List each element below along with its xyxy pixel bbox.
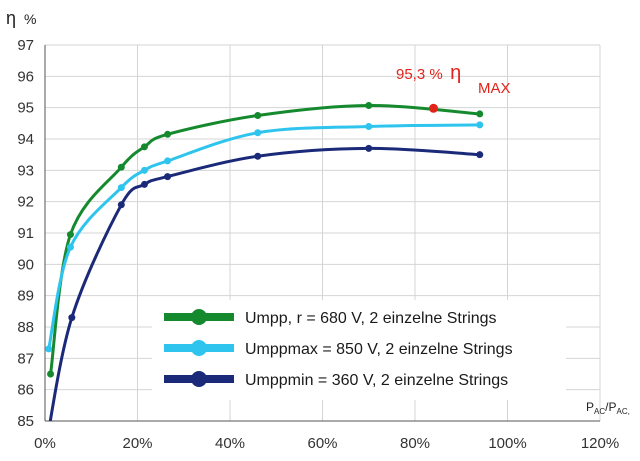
- series-1-point: [365, 101, 373, 109]
- y-axis-symbol: η: [6, 8, 16, 28]
- max-efficiency-point: [429, 103, 438, 113]
- max-annotation-value: 95,3 %: [396, 66, 443, 83]
- x-tick-label: 80%: [400, 435, 430, 452]
- axes: [44, 45, 600, 422]
- series-3-point: [365, 144, 373, 152]
- legend-marker-1: [191, 309, 207, 325]
- series-3-point: [476, 151, 484, 159]
- max-annotation-subscript: MAX: [478, 80, 511, 97]
- series-2-point: [140, 166, 148, 174]
- series-2-point: [254, 129, 262, 137]
- y-tick-label: 96: [17, 68, 34, 85]
- legend-label-1: Umpp, r = 680 V, 2 einzelne Strings: [245, 310, 497, 327]
- series-1-point: [476, 110, 484, 118]
- y-tick-label: 91: [17, 225, 34, 242]
- series-group: [45, 101, 484, 421]
- x-tick-label: 40%: [215, 435, 245, 452]
- series-2-point: [45, 345, 53, 353]
- x-tick-label: 100%: [488, 435, 526, 452]
- x-axis-label-sub2: AC,: [616, 407, 629, 416]
- y-tick-label: 97: [17, 37, 34, 54]
- legend-label-2: Umppmax = 850 V, 2 einzelne Strings: [245, 341, 513, 358]
- y-tick-label: 93: [17, 162, 34, 179]
- y-tick-label: 90: [17, 256, 34, 273]
- x-tick-label: 60%: [307, 435, 337, 452]
- legend: Umpp, r = 680 V, 2 einzelne Strings Umppm…: [152, 300, 566, 400]
- series-3-point: [140, 180, 148, 188]
- series-1-point: [140, 143, 148, 151]
- series-1-point: [47, 370, 55, 378]
- series-2-point: [117, 184, 125, 192]
- legend-label-3: Umppmin = 360 V, 2 einzelne Strings: [245, 372, 508, 389]
- series-1-point: [254, 112, 262, 119]
- y-tick-label: 86: [17, 382, 34, 399]
- series-1-point: [164, 130, 172, 138]
- legend-marker-2: [191, 340, 207, 356]
- series-3-point: [117, 201, 125, 209]
- series-1-point: [66, 231, 74, 239]
- y-tick-label: 88: [17, 319, 34, 336]
- legend-marker-3: [191, 371, 207, 387]
- x-tick-labels: 0% 20% 40% 60% 80% 100% 120%: [34, 435, 619, 452]
- series-2-point: [365, 122, 373, 130]
- x-axis-label-sub1: AC: [594, 407, 605, 416]
- y-tick-label: 87: [17, 350, 34, 367]
- x-tick-label: 120%: [581, 435, 619, 452]
- y-tick-label: 94: [17, 131, 34, 148]
- series-3-point: [68, 314, 76, 322]
- series-3-point: [254, 152, 262, 160]
- x-axis-label-slash: /P: [605, 400, 616, 414]
- y-tick-label: 92: [17, 194, 34, 211]
- series-lines: [45, 101, 484, 421]
- series-2-point: [66, 243, 74, 251]
- y-tick-labels: 85 86 87 88 89 90 91 92 93 94 95 96 97: [17, 37, 34, 430]
- x-tick-label: 20%: [122, 435, 152, 452]
- series-3-point: [164, 173, 172, 181]
- x-axis-label-main: P: [586, 400, 594, 414]
- series-2-point: [476, 121, 484, 129]
- y-axis-unit: %: [24, 11, 36, 27]
- max-annotation: 95,3 % η: [396, 62, 461, 84]
- y-tick-label: 85: [17, 413, 34, 430]
- series-1-point: [117, 163, 125, 171]
- series-2-point: [164, 157, 172, 165]
- x-tick-label: 0%: [34, 435, 56, 452]
- x-axis-label: PAC/PAC,: [586, 400, 630, 416]
- y-axis-label: η %: [6, 8, 36, 28]
- y-tick-label: 95: [17, 100, 34, 117]
- y-tick-label: 89: [17, 288, 34, 305]
- max-annotation-symbol: η: [450, 62, 461, 84]
